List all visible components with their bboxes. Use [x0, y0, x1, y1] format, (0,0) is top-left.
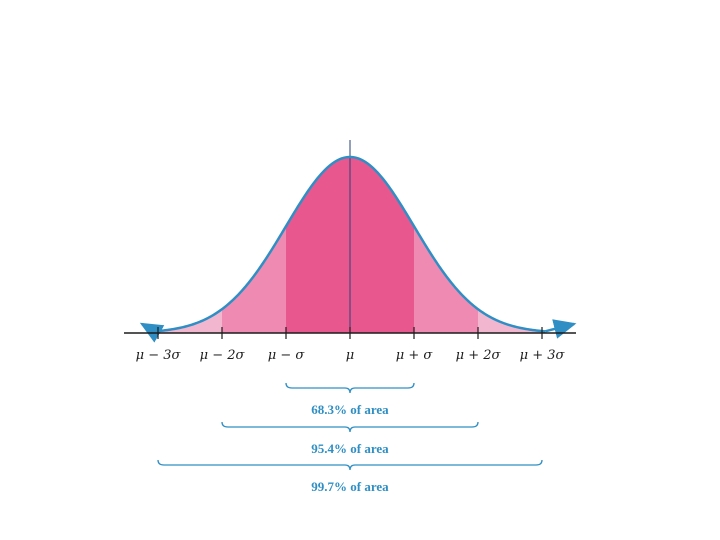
x-tick-label: μ − 2σ — [200, 348, 246, 363]
bracket-3 — [157, 459, 543, 471]
bracket-2 — [221, 421, 479, 433]
x-ticks: μ − 3σ μ − 2σ μ − σ μ μ + σ μ + 2σ μ + 3σ — [136, 327, 566, 363]
left-tail-arrow — [139, 322, 165, 343]
area-label-3: 99.7% of area — [311, 479, 389, 494]
x-tick-label: μ — [346, 348, 354, 363]
area-label-1: 68.3% of area — [311, 402, 389, 417]
bracket-1 — [285, 382, 415, 394]
x-tick-label: μ + σ — [396, 348, 434, 363]
x-tick-label: μ − 3σ — [136, 348, 182, 363]
bell-curve — [154, 155, 546, 333]
right-tail-arrow — [544, 319, 577, 339]
x-tick-label: μ − σ — [268, 348, 306, 363]
x-tick-label: μ + 2σ — [456, 348, 502, 363]
area-label-2: 95.4% of area — [311, 441, 389, 456]
area-brackets: 68.3% of area 95.4% of area 99.7% of area — [157, 382, 543, 494]
x-tick-label: μ + 3σ — [520, 348, 566, 363]
